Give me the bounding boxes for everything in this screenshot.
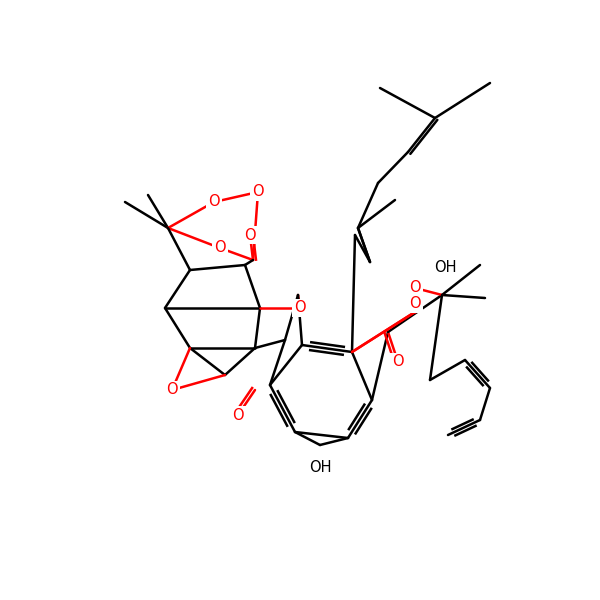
Text: O: O (208, 194, 220, 209)
Text: OH: OH (309, 460, 331, 475)
Text: O: O (409, 296, 421, 311)
Text: O: O (232, 407, 244, 422)
Text: O: O (244, 227, 256, 242)
Text: O: O (214, 241, 226, 256)
Text: OH: OH (434, 260, 456, 275)
Text: O: O (392, 355, 404, 370)
Text: O: O (294, 301, 306, 316)
Text: O: O (252, 185, 264, 199)
Text: O: O (166, 383, 178, 397)
Text: O: O (409, 280, 421, 295)
